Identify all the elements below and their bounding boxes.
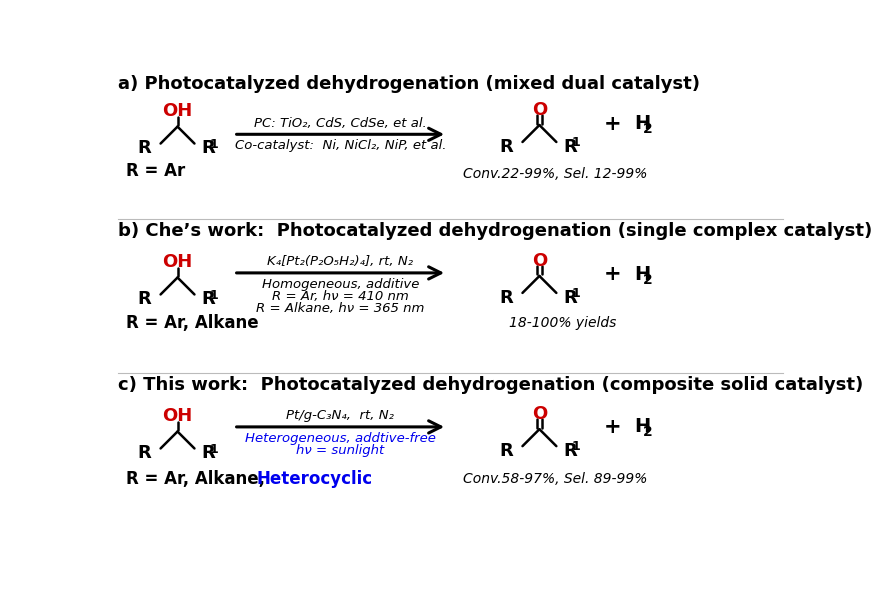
Text: hν = sunlight: hν = sunlight	[296, 444, 384, 457]
Text: 18-100% yields: 18-100% yields	[508, 316, 615, 330]
Text: O: O	[531, 101, 546, 119]
Text: Heterogeneous, addtive-free: Heterogeneous, addtive-free	[245, 432, 435, 445]
Text: +: +	[603, 113, 621, 133]
Text: Conv.22-99%, Sel. 12-99%: Conv.22-99%, Sel. 12-99%	[462, 167, 646, 181]
Text: a) Photocatalyzed dehydrogenation (mixed dual catalyst): a) Photocatalyzed dehydrogenation (mixed…	[119, 75, 700, 93]
Text: b) Che’s work:  Photocatalyzed dehydrogenation (single complex catalyst): b) Che’s work: Photocatalyzed dehydrogen…	[119, 222, 872, 240]
Text: +: +	[603, 264, 621, 285]
Text: R: R	[563, 442, 576, 460]
Text: 1: 1	[571, 287, 579, 300]
Text: R = Ar, Alkane,: R = Ar, Alkane,	[126, 470, 270, 488]
Text: 1: 1	[571, 136, 579, 149]
Text: R: R	[201, 139, 215, 157]
Text: R = Ar: R = Ar	[126, 162, 185, 180]
Text: 1: 1	[210, 443, 219, 456]
Text: PC: TiO₂, CdS, CdSe, et al.: PC: TiO₂, CdS, CdSe, et al.	[254, 117, 426, 130]
Text: Conv.58-97%, Sel. 89-99%: Conv.58-97%, Sel. 89-99%	[462, 471, 646, 486]
Text: R: R	[499, 289, 513, 307]
Text: OH: OH	[162, 253, 192, 271]
Text: R = Ar, Alkane: R = Ar, Alkane	[126, 314, 258, 331]
Text: 2: 2	[643, 273, 652, 287]
Text: Homogeneous, additive: Homogeneous, additive	[262, 278, 419, 291]
Text: 1: 1	[210, 138, 219, 151]
Text: 2: 2	[643, 425, 652, 439]
Text: OH: OH	[162, 102, 192, 120]
Text: H: H	[633, 114, 650, 133]
Text: Pt/g-C₃N₄,  rt, N₂: Pt/g-C₃N₄, rt, N₂	[286, 409, 394, 422]
Text: R = Alkane, hν = 365 nm: R = Alkane, hν = 365 nm	[255, 302, 424, 315]
Text: Co-catalyst:  Ni, NiCl₂, NiP, et al.: Co-catalyst: Ni, NiCl₂, NiP, et al.	[234, 139, 446, 152]
Text: 1: 1	[571, 441, 579, 454]
Text: H: H	[633, 417, 650, 436]
Text: H: H	[633, 265, 650, 284]
Text: O: O	[531, 251, 546, 270]
Text: R: R	[499, 442, 513, 460]
Text: R: R	[201, 444, 215, 462]
Text: K₄[Pt₂(P₂O₅H₂)₄], rt, N₂: K₄[Pt₂(P₂O₅H₂)₄], rt, N₂	[267, 255, 413, 268]
Text: R: R	[499, 138, 513, 155]
Text: O: O	[531, 405, 546, 423]
Text: R: R	[201, 290, 215, 308]
Text: Heterocyclic: Heterocyclic	[256, 470, 372, 488]
Text: c) This work:  Photocatalyzed dehydrogenation (composite solid catalyst): c) This work: Photocatalyzed dehydrogena…	[119, 376, 862, 394]
Text: R = Ar, hν = 410 nm: R = Ar, hν = 410 nm	[271, 290, 408, 303]
Text: OH: OH	[162, 407, 192, 425]
Text: R: R	[563, 289, 576, 307]
Text: 2: 2	[643, 122, 652, 136]
Text: +: +	[603, 417, 621, 437]
Text: R: R	[138, 139, 151, 157]
Text: R: R	[138, 444, 151, 462]
Text: R: R	[563, 138, 576, 155]
Text: R: R	[138, 290, 151, 308]
Text: 1: 1	[210, 289, 219, 302]
